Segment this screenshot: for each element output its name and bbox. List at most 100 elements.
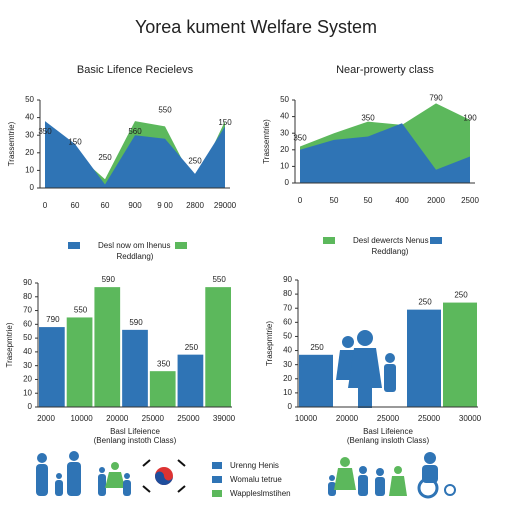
legend-label: Womalu tetrue <box>230 475 282 484</box>
y-tick-label: 60 <box>283 317 292 326</box>
legend-swatch <box>212 490 222 497</box>
x-tick-label: 25000 <box>142 414 165 423</box>
chart-title: Near-prowerty class <box>336 64 434 76</box>
x-tick-label: 60 <box>101 201 110 210</box>
y-axis-label: Trassemtrie) <box>7 121 16 166</box>
annotation: 790 <box>429 93 443 102</box>
legend-label: Urenng Henis <box>230 461 279 470</box>
bar-label: 250 <box>454 291 468 300</box>
x-tick-label: 10000 <box>70 414 93 423</box>
y-tick-label: 0 <box>285 178 290 187</box>
bar-label: 250 <box>418 298 432 307</box>
y-tick-label: 60 <box>23 319 32 328</box>
x-tick-label: 10000 <box>295 414 318 423</box>
x-tick-label: 2000 <box>37 414 55 423</box>
legend-label: Reddlang) <box>117 252 154 261</box>
y-tick-label: 40 <box>25 113 34 122</box>
x-tick-label: 50 <box>330 196 339 205</box>
y-tick-label: 20 <box>283 374 292 383</box>
x-tick-label: 39000 <box>213 414 236 423</box>
bar <box>122 329 148 407</box>
legend-swatch <box>430 237 442 244</box>
annotation: 350 <box>38 127 52 136</box>
y-tick-label: 0 <box>288 402 293 411</box>
area <box>45 121 225 188</box>
annotation: 150 <box>218 118 232 127</box>
annotation: 250 <box>98 153 112 162</box>
x-tick-label: 2000 <box>427 196 445 205</box>
bar <box>94 287 121 407</box>
y-tick-label: 10 <box>25 166 34 175</box>
bar <box>177 354 204 407</box>
y-tick-label: 50 <box>280 95 289 104</box>
annotation: 550 <box>158 106 172 115</box>
annotation: 350 <box>293 133 307 142</box>
x-tick-label: 25000 <box>377 414 400 423</box>
legend-swatch <box>323 237 335 244</box>
annotation: 350 <box>361 113 375 122</box>
legend-label: Wapplesl­mstihen <box>230 489 291 498</box>
x-tick-label: 9 00 <box>157 201 173 210</box>
bar <box>39 327 65 407</box>
flag <box>140 458 188 494</box>
x-axis-label: Basl Lifeience <box>110 427 160 436</box>
bar-label: 590 <box>129 318 143 327</box>
y-tick-label: 40 <box>23 347 32 356</box>
legend-label: Desl now om Ihenus <box>98 241 170 250</box>
y-tick-label: 50 <box>23 333 32 342</box>
x-axis-label: Basl Lifeience <box>363 427 413 436</box>
x-tick-label: 900 <box>128 201 142 210</box>
x-axis-label: (Benlang instoth Class) <box>94 436 177 445</box>
legend-swatch <box>212 476 222 483</box>
y-tick-label: 0 <box>30 183 35 192</box>
y-tick-label: 10 <box>283 388 292 397</box>
x-tick-label: 25000 <box>177 414 200 423</box>
y-tick-label: 40 <box>283 346 292 355</box>
y-axis-label: Trassemtrie) <box>262 119 271 164</box>
y-tick-label: 70 <box>283 303 292 312</box>
bar <box>407 309 441 407</box>
annotation: 190 <box>463 113 477 122</box>
bar-label: 250 <box>185 343 199 352</box>
x-axis-label: (Benlang insloth Class) <box>347 436 430 445</box>
chart-title: Basic Lifence Recielevs <box>77 64 194 76</box>
x-tick-label: 30000 <box>459 414 482 423</box>
page-title: Yorea kument Welfare System <box>135 17 377 37</box>
annotation: 150 <box>68 137 82 146</box>
annotation: 560 <box>128 127 142 136</box>
family-icons <box>36 330 456 499</box>
bar <box>443 302 477 407</box>
x-tick-label: 25000 <box>418 414 441 423</box>
y-tick-label: 80 <box>23 292 32 301</box>
bar-label: 550 <box>74 306 88 315</box>
x-tick-label: 60 <box>71 201 80 210</box>
area <box>300 123 470 183</box>
x-tick-label: 2500 <box>461 196 479 205</box>
y-tick-label: 20 <box>280 145 289 154</box>
y-tick-label: 40 <box>280 112 289 121</box>
y-tick-label: 30 <box>25 130 34 139</box>
y-tick-label: 50 <box>25 95 34 104</box>
bar-label: 550 <box>212 275 226 284</box>
legend-label: Reddlang) <box>372 247 409 256</box>
y-tick-label: 30 <box>283 360 292 369</box>
y-tick-label: 80 <box>283 289 292 298</box>
y-tick-label: 0 <box>28 402 33 411</box>
legend-swatch <box>68 242 80 249</box>
y-tick-label: 20 <box>23 375 32 384</box>
bar <box>205 287 231 407</box>
legend-swatch <box>212 462 222 469</box>
y-tick-label: 90 <box>23 278 32 287</box>
x-tick-label: 29000 <box>214 201 237 210</box>
x-tick-label: 20000 <box>106 414 129 423</box>
x-tick-label: 50 <box>364 196 373 205</box>
x-tick-label: 0 <box>43 201 48 210</box>
y-tick-label: 20 <box>25 148 34 157</box>
bar-label: 350 <box>157 359 171 368</box>
bar-label: 250 <box>310 343 324 352</box>
bar <box>299 354 333 407</box>
bar <box>66 317 93 407</box>
y-axis-label: Trasepmtrie) <box>5 322 14 367</box>
y-tick-label: 50 <box>283 332 292 341</box>
